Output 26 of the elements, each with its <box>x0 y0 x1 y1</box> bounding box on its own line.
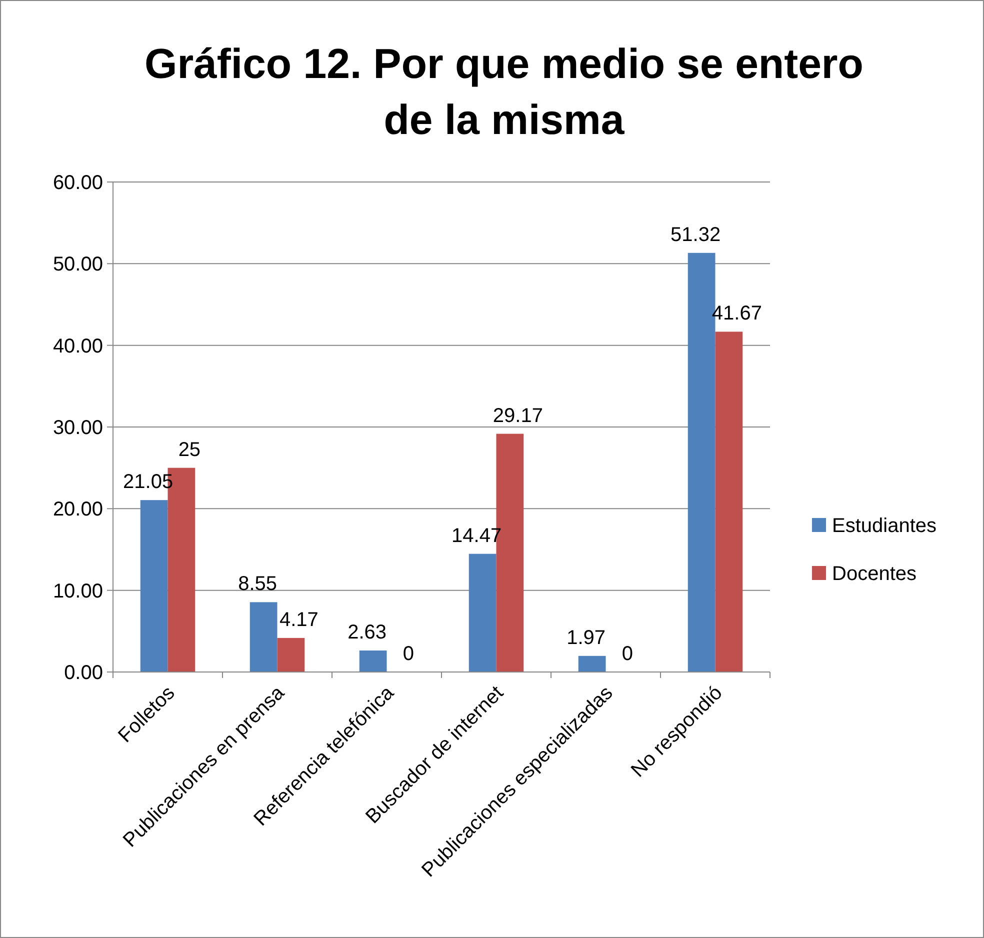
y-tick-label: 40.00 <box>52 335 103 358</box>
y-tick-label: 10.00 <box>52 580 103 602</box>
data-label: 51.32 <box>670 224 721 246</box>
bar <box>715 332 743 672</box>
data-label: 0 <box>402 643 414 665</box>
legend-label: Docentes <box>832 563 916 585</box>
data-label: 0 <box>622 643 633 665</box>
y-tick-label: 0.00 <box>64 662 103 684</box>
bar <box>140 500 168 672</box>
data-label: 25 <box>178 438 201 461</box>
bar <box>359 650 387 672</box>
bar <box>277 638 305 672</box>
bar <box>578 656 606 672</box>
data-label: 2.63 <box>348 622 387 644</box>
y-tick-label: 60.00 <box>52 172 103 194</box>
data-label: 8.55 <box>238 573 278 596</box>
bar <box>250 602 278 672</box>
data-label: 4.17 <box>279 608 318 631</box>
y-tick-label: 30.00 <box>52 417 103 439</box>
y-tick-label: 20.00 <box>52 498 103 521</box>
data-label: 29.17 <box>492 404 543 427</box>
data-label: 1.97 <box>566 626 606 649</box>
bar <box>468 554 496 672</box>
y-tick-label: 50.00 <box>52 254 103 276</box>
chart-title: Gráfico 12. Por que medio se entero de la misma <box>144 40 864 143</box>
legend-label: Estudiantes <box>832 515 937 537</box>
